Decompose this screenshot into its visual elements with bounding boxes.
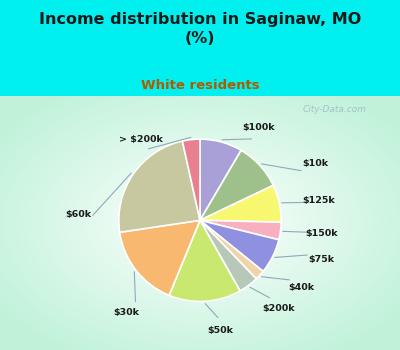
Text: $75k: $75k <box>309 255 335 264</box>
Wedge shape <box>169 220 240 301</box>
Text: $200k: $200k <box>263 304 295 313</box>
Wedge shape <box>182 139 200 220</box>
Text: $100k: $100k <box>242 123 275 132</box>
Text: Income distribution in Saginaw, MO
(%): Income distribution in Saginaw, MO (%) <box>39 12 361 46</box>
Wedge shape <box>200 220 256 291</box>
Text: $150k: $150k <box>306 229 338 238</box>
Wedge shape <box>119 141 200 232</box>
Wedge shape <box>200 220 281 240</box>
Text: $10k: $10k <box>302 159 328 168</box>
Wedge shape <box>200 150 273 220</box>
Text: $125k: $125k <box>302 196 335 204</box>
Wedge shape <box>200 185 281 222</box>
Text: White residents: White residents <box>141 79 259 92</box>
Text: > $200k: > $200k <box>120 135 163 144</box>
Wedge shape <box>200 139 241 220</box>
Text: $60k: $60k <box>65 210 91 219</box>
Text: $50k: $50k <box>207 326 233 335</box>
Text: City-Data.com: City-Data.com <box>303 105 367 114</box>
Text: $40k: $40k <box>288 284 314 293</box>
Wedge shape <box>120 220 200 295</box>
Wedge shape <box>200 220 263 279</box>
Wedge shape <box>200 220 279 271</box>
Text: $30k: $30k <box>114 308 140 317</box>
